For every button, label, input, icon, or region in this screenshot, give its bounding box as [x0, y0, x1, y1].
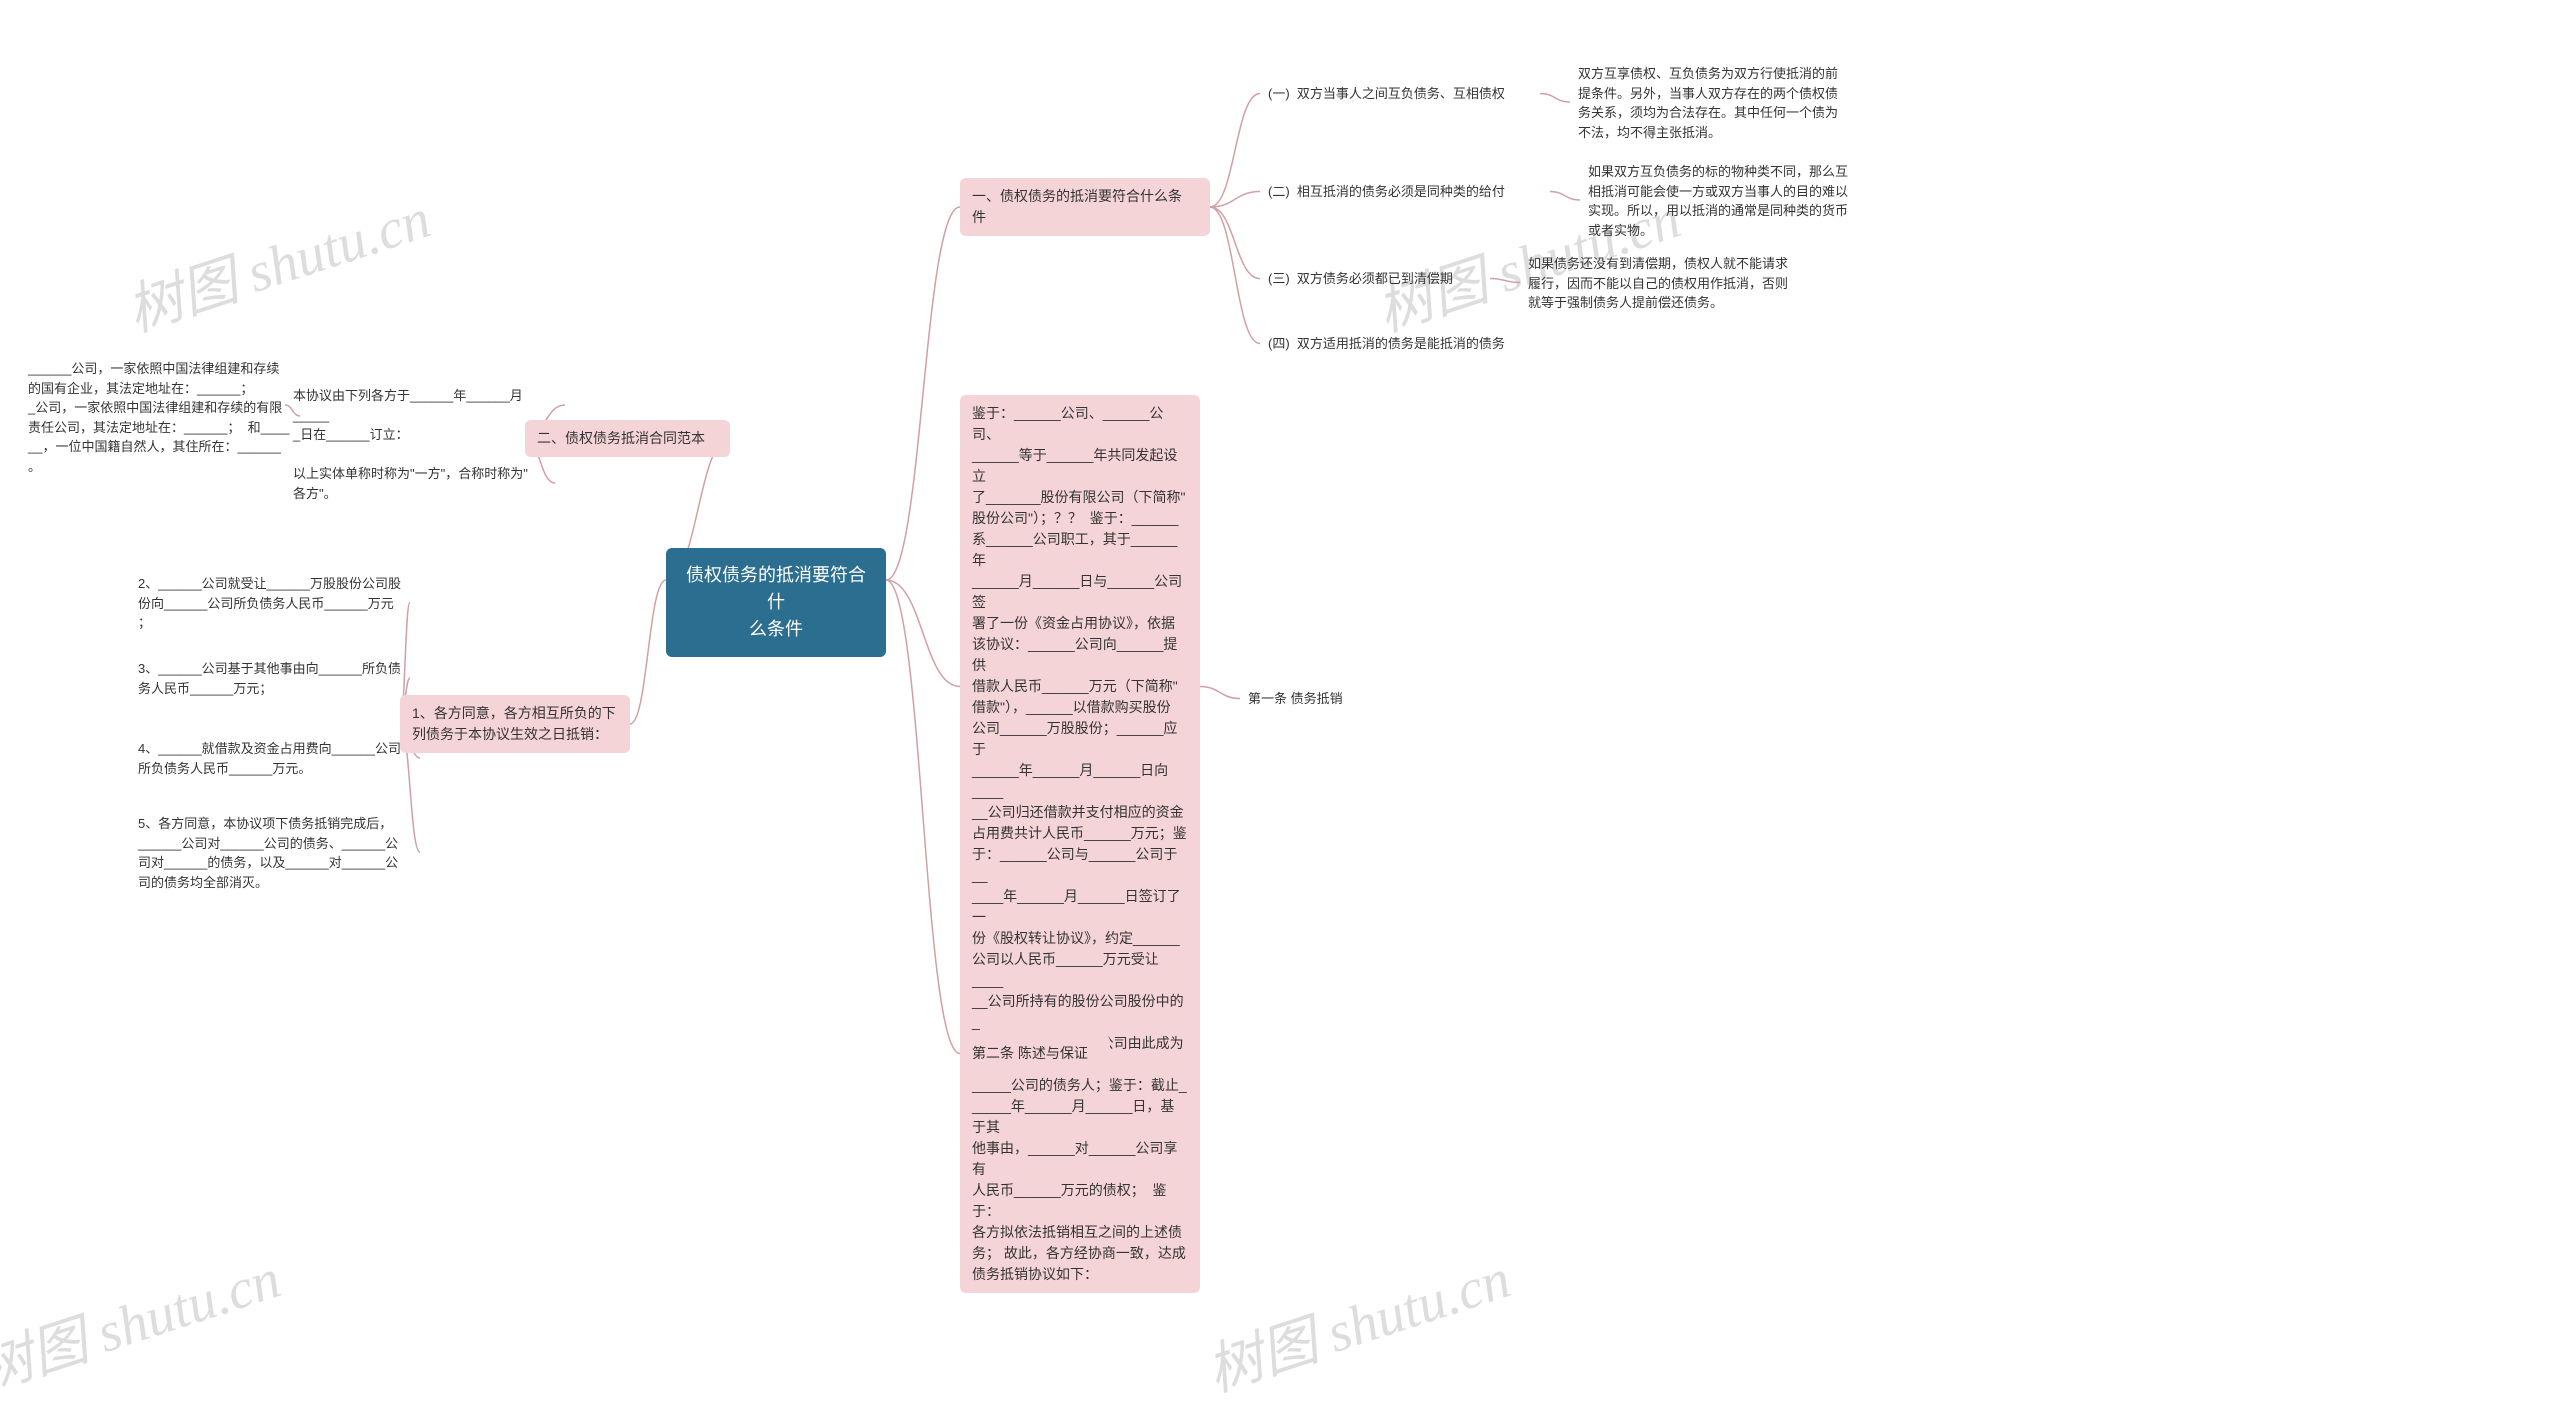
branch-node: 1、各方同意，各方相互所负的下 列债务于本协议生效之日抵销： — [400, 695, 630, 753]
branch-node: 第二条 陈述与保证 — [960, 1035, 1110, 1072]
child-node: 第一条 债务抵销 — [1240, 685, 1360, 713]
child-node: (三) 双方债务必须都已到清偿期 — [1260, 265, 1490, 293]
child-node: 2、______公司就受让______万股股份公司股 份向______公司所负债… — [130, 570, 410, 637]
child-node: (二) 相互抵消的债务必须是同种类的给付 — [1260, 178, 1550, 206]
leaf-node: 如果双方互负债务的标的物种类不同，那么互 相抵消可能会使一方或双方当事人的目的难… — [1580, 158, 1890, 244]
branch-node: 一、债权债务的抵消要符合什么条 件 — [960, 178, 1210, 236]
child-node: 以上实体单称时称为"一方"，合称时称为" 各方"。 — [285, 460, 555, 507]
child-node: (四) 双方适用抵消的债务是能抵消的债务 — [1260, 330, 1550, 358]
branch-node: 鉴于：______公司、______公司、 ______等于______年共同发… — [960, 395, 1200, 1293]
child-node: 4、______就借款及资金占用费向______公司 所负债务人民币______… — [130, 735, 420, 782]
leaf-node: ______公司，一家依照中国法律组建和存续 的国有企业，其法定地址在：____… — [20, 355, 300, 480]
leaf-node: 双方互享债权、互负债务为双方行使抵消的前 提条件。另外，当事人双方存在的两个债权… — [1570, 60, 1880, 146]
child-node: 5、各方同意，本协议项下债务抵销完成后， ______公司对______公司的债… — [130, 810, 420, 896]
child-node: 3、______公司基于其他事由向______所负债 务人民币______万元； — [130, 655, 410, 702]
leaf-node: 如果债务还没有到清偿期，债权人就不能请求 履行，因而不能以自己的债权用作抵消，否… — [1520, 250, 1830, 317]
child-node: (一) 双方当事人之间互负债务、互相债权 — [1260, 80, 1540, 108]
child-node: 本协议由下列各方于______年______月_____ _日在______订立… — [285, 382, 565, 449]
root-node: 债权债务的抵消要符合什 么条件 — [666, 548, 886, 657]
